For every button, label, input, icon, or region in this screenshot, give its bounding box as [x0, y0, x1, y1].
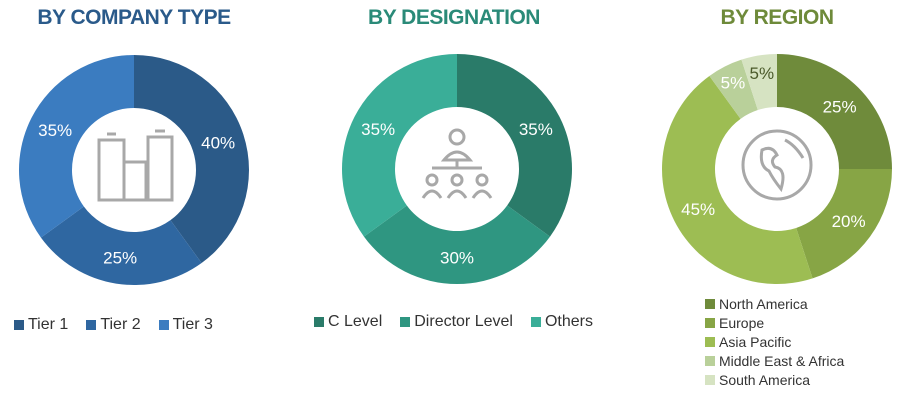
slice-south-america: [741, 54, 777, 111]
legend-label: Asia Pacific: [719, 334, 792, 350]
data-label: 30%: [440, 249, 474, 268]
slice-others: [341, 53, 457, 237]
buildings-icon: [97, 129, 174, 202]
legend-item: Others: [530, 313, 593, 331]
legend-region: North America Europe Asia Pacific Middle Ea…: [705, 296, 844, 388]
legend-item: Europe: [705, 315, 764, 331]
slice-tier-2: [40, 206, 202, 285]
org-hierarchy-icon: [421, 128, 493, 199]
legend-label: Middle East & Africa: [719, 353, 845, 369]
legend-label: Director Level: [414, 313, 513, 330]
legend-swatch: [705, 375, 715, 385]
legend-item: Asia Pacific: [705, 334, 791, 350]
legend-swatch: [86, 320, 97, 330]
data-label: 5%: [750, 64, 775, 83]
data-label: 35%: [38, 121, 72, 140]
data-label: 5%: [721, 74, 746, 93]
legend-swatch: [158, 320, 169, 330]
legend-swatch: [400, 317, 411, 327]
legend-item: Tier 2: [86, 316, 141, 334]
legend-swatch: [314, 317, 324, 327]
legend-item: Tier 1: [14, 316, 68, 334]
legend-swatch: [14, 320, 24, 330]
legend-company-type: Tier 1 Tier 2 Tier 3: [14, 316, 213, 334]
legend-swatch: [705, 299, 715, 309]
legend-item: Tier 3: [158, 316, 213, 334]
data-label: 45%: [681, 200, 715, 219]
legend-item: Middle East & Africa: [705, 353, 844, 369]
data-label: 25%: [823, 97, 857, 116]
legend-label: Europe: [719, 315, 765, 331]
data-label: 40%: [201, 134, 235, 153]
data-label: 35%: [361, 120, 395, 139]
legend-item: C Level: [314, 313, 382, 331]
legend-label: Others: [544, 313, 593, 330]
legend-label: Tier 1: [28, 316, 69, 333]
legend-label: Tier 3: [172, 316, 213, 333]
legend-designation: C Level Director Level Others: [314, 313, 593, 331]
slice-north-america: [777, 54, 892, 169]
data-label: 35%: [519, 120, 553, 139]
slice-director-level: [363, 205, 551, 284]
globe-icon: [741, 129, 813, 201]
legend-swatch: [705, 318, 715, 328]
slice-middle-east-africa: [709, 59, 758, 119]
legend-swatch: [705, 337, 715, 347]
legend-item: Director Level: [400, 313, 513, 331]
legend-label: North America: [719, 296, 808, 312]
title-region: BY REGION: [720, 6, 834, 29]
legend-item: North America: [705, 296, 808, 312]
slice-tier-1: [134, 55, 249, 264]
legend-label: Tier 2: [100, 316, 141, 333]
legend-swatch: [530, 317, 541, 327]
slice-tier-3: [19, 54, 134, 238]
title-designation: BY DESIGNATION: [368, 6, 540, 29]
legend-item: South America: [705, 372, 810, 388]
slice-asia-pacific: [662, 75, 813, 284]
legend-swatch: [705, 356, 715, 366]
data-label: 20%: [832, 212, 866, 231]
legend-label: C Level: [328, 313, 383, 330]
slice-c-level: [457, 54, 572, 237]
legend-label: South America: [719, 372, 811, 388]
slice-europe: [796, 169, 892, 279]
data-label: 25%: [103, 248, 137, 267]
title-company-type: BY COMPANY TYPE: [37, 6, 231, 29]
